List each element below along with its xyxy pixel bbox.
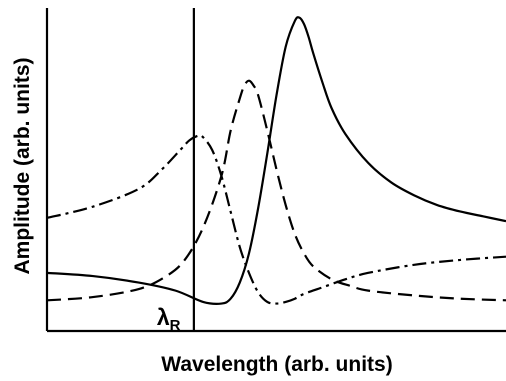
resonance-marker-label: λR: [157, 304, 181, 334]
x-axis-label: Wavelength (arb. units): [161, 353, 392, 376]
series-solid-line: [46, 16, 506, 305]
marker-symbol: λ: [157, 304, 170, 330]
plot-area: [46, 16, 506, 305]
series-dashed-line: [46, 79, 506, 302]
series-dashdot-line: [46, 134, 506, 305]
marker-subscript: R: [170, 317, 181, 334]
y-axis-label: Amplitude (arb. units): [11, 58, 34, 275]
